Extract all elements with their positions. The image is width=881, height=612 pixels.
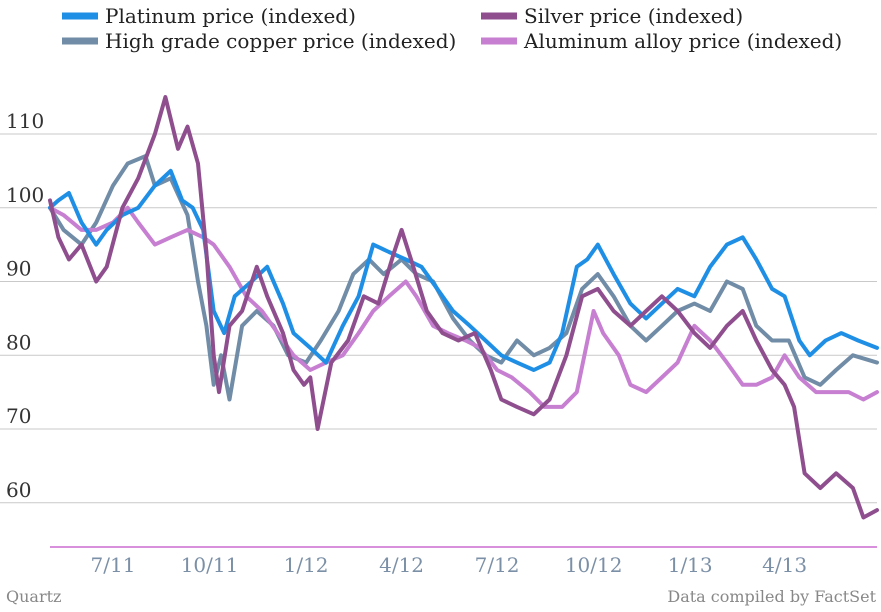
legend-entry: Silver price (indexed) (481, 4, 743, 28)
series-line-aluminum (48, 205, 879, 409)
legend-label: High grade copper price (indexed) (105, 29, 456, 53)
legend-label: Aluminum alloy price (indexed) (523, 29, 842, 53)
legend-label: Silver price (indexed) (524, 4, 743, 28)
y-tick-label: 100 (6, 183, 44, 207)
y-tick-label: 110 (6, 109, 44, 133)
y-tick-label: 80 (6, 330, 31, 354)
x-tick-label: 4/12 (379, 553, 424, 577)
series-lines (48, 95, 879, 520)
x-tick-label: 10/11 (181, 553, 239, 577)
x-tick-label: 7/12 (475, 553, 520, 577)
x-tick-label: 7/11 (91, 553, 136, 577)
y-tick-label: 90 (6, 257, 31, 281)
series-line-high (48, 154, 879, 402)
legend-entry: Aluminum alloy price (indexed) (481, 29, 842, 53)
source-credit-right: Data compiled by FactSet (667, 587, 876, 606)
series-line-silver (48, 95, 879, 520)
legend-label: Platinum price (indexed) (105, 4, 356, 28)
x-tick-label: 1/12 (284, 553, 329, 577)
legend-entry: Platinum price (indexed) (62, 4, 356, 28)
y-tick-label: 70 (6, 404, 31, 428)
x-axis-ticks: 7/11 10/11 1/12 4/12 7/12 10/12 1/13 4/13 (91, 553, 808, 577)
y-axis-ticks: 60 70 80 90 100 110 (6, 109, 44, 502)
y-gridlines (0, 133, 877, 504)
x-tick-label: 10/12 (565, 553, 623, 577)
x-tick-label: 4/13 (762, 553, 807, 577)
source-credit-left: Quartz (6, 587, 61, 606)
series-line-platinum (48, 168, 879, 372)
legend-entry: High grade copper price (indexed) (62, 29, 456, 53)
y-tick-label: 60 (6, 478, 31, 502)
legend: Platinum price (indexed) Silver price (in… (62, 4, 842, 53)
x-tick-label: 1/13 (668, 553, 713, 577)
